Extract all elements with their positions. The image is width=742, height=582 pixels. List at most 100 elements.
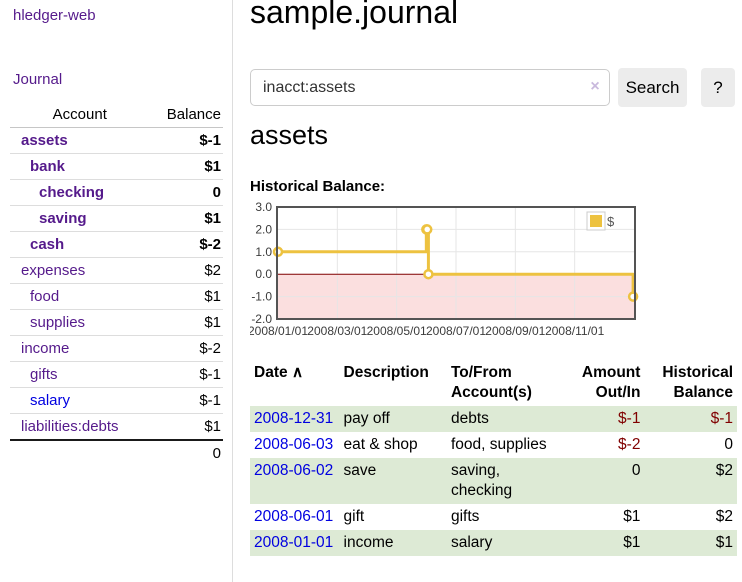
search-form: × Search ?	[250, 68, 735, 108]
register-header-amount: Amount Out/In	[581, 364, 641, 401]
register-row: 2008-06-02 save saving, checking 0 $2	[250, 458, 737, 504]
sidebar-account-link[interactable]: gifts	[30, 366, 58, 383]
register-cell-date: 2008-01-01	[250, 530, 340, 556]
register-cell-date: 2008-06-03	[250, 432, 340, 458]
date-header-label: Date	[254, 364, 288, 381]
account-balance: 0	[149, 179, 223, 206]
account-balance: $1	[149, 153, 223, 180]
y-tick-label: -1.0	[251, 290, 272, 304]
account-balance: $1	[149, 309, 223, 336]
register-cell: $-2	[618, 436, 641, 453]
plot-border	[276, 206, 636, 320]
transaction-date-link[interactable]: 2008-01-01	[254, 534, 334, 551]
x-tick-label: 2008/03/01	[307, 324, 367, 338]
register-cell: salary	[446, 530, 561, 556]
y-tick-label: 1.0	[255, 245, 272, 259]
transaction-date-link[interactable]: 2008-06-03	[254, 436, 334, 453]
account-row: income $-2	[10, 335, 223, 362]
help-button[interactable]: ?	[701, 68, 735, 107]
accounts-header-account: Account	[10, 102, 150, 128]
register-row: 2008-12-31 pay off debts $-1 $-1	[250, 406, 737, 432]
clear-search-icon[interactable]: ×	[590, 78, 600, 95]
page-title: sample.journal	[250, 0, 459, 30]
register-header-description: Description	[343, 364, 429, 381]
sidebar-account-link[interactable]: cash	[30, 236, 65, 253]
x-tick-label: 2008/05/01	[367, 324, 427, 338]
x-tick-label: 2008/01/01	[250, 324, 308, 338]
sort-ascending-icon: ∧	[291, 364, 304, 381]
search-input[interactable]	[250, 69, 610, 106]
transaction-date-link[interactable]: 2008-06-02	[254, 462, 334, 479]
search-button[interactable]: Search	[618, 68, 687, 107]
app-brand-link[interactable]: hledger-web	[13, 7, 96, 24]
y-tick-label: -2.0	[251, 312, 272, 326]
account-row: gifts $-1	[10, 361, 223, 388]
sidebar-account-link[interactable]: supplies	[30, 314, 86, 331]
transaction-date-link[interactable]: 2008-06-01	[254, 508, 334, 525]
account-row: food $1	[10, 283, 223, 310]
account-balance: $-1	[149, 387, 223, 414]
account-balance: $-2	[149, 335, 223, 362]
legend-swatch	[590, 215, 602, 227]
register-cell-date: 2008-06-01	[250, 504, 340, 530]
accounts-table: Account Balance assets $-1 bank $1 checking 0…	[10, 102, 223, 466]
x-tick-label: 2008/09/01	[485, 324, 545, 338]
x-tick-label: 2008/11/01	[545, 324, 604, 338]
data-point[interactable]	[423, 268, 434, 280]
sidebar-account-link[interactable]: assets	[21, 132, 68, 149]
register-cell: $1	[623, 508, 641, 525]
register-header-balance: Historical Balance	[662, 364, 733, 401]
chart-section-label: Historical Balance:	[250, 178, 386, 195]
account-balance: $-1	[199, 132, 221, 149]
account-row: salary $-1	[10, 387, 223, 414]
account-balance: $1	[149, 283, 223, 310]
register-cell: 0	[724, 436, 733, 453]
y-tick-label: 3.0	[255, 202, 272, 214]
transaction-date-link[interactable]: 2008-12-31	[254, 410, 334, 427]
legend-label: $	[607, 214, 615, 229]
account-row: supplies $1	[10, 309, 223, 336]
register-cell-date: 2008-06-02	[250, 458, 340, 504]
account-row: checking 0	[10, 179, 223, 206]
register-cell: $2	[715, 508, 733, 525]
register-cell: $2	[644, 458, 737, 504]
account-balance: $1	[149, 205, 223, 232]
account-balance: $-2	[149, 231, 223, 258]
sidebar-account-link[interactable]: liabilities:debts	[21, 418, 119, 435]
accounts-total-value: 0	[149, 439, 223, 466]
register-cell: 0	[560, 458, 645, 504]
register-cell: $1	[644, 530, 737, 556]
register-cell: $-1	[644, 406, 737, 432]
account-row: assets $-1	[10, 128, 223, 154]
sidebar-account-link[interactable]: bank	[30, 158, 66, 175]
sidebar-account-link[interactable]: expenses	[21, 262, 86, 279]
sidebar-account-link[interactable]: income	[21, 340, 70, 357]
register-cell: food, supplies	[450, 436, 547, 453]
account-row: bank $1	[10, 153, 223, 180]
sidebar-account-link[interactable]: checking	[39, 184, 105, 201]
x-tick-label: 2008/07/01	[426, 324, 486, 338]
account-row: expenses $2	[10, 257, 223, 284]
accounts-header-balance: Balance	[149, 102, 223, 128]
y-tick-label: 2.0	[255, 222, 272, 236]
register-cell: saving, checking	[446, 458, 561, 504]
sidebar-account-link[interactable]: food	[30, 288, 60, 305]
register-cell: pay off	[339, 406, 447, 432]
sidebar-item-journal[interactable]: Journal	[13, 71, 63, 88]
account-row: cash $-2	[10, 231, 223, 258]
account-balance: $-1	[149, 361, 223, 388]
register-header-accounts: To/From Account(s)	[450, 364, 532, 401]
account-heading: assets	[250, 120, 329, 150]
register-header-date[interactable]: Date ∧	[250, 360, 340, 406]
register-cell: gifts	[450, 508, 480, 525]
accounts-total-row: 0	[10, 439, 223, 466]
account-balance: $1	[149, 413, 223, 440]
sidebar: hledger-web Journal Account Balance asse…	[0, 0, 233, 582]
register-table: Date ∧ Description To/From Account(s) Am…	[250, 360, 737, 556]
historical-balance-chart[interactable]: 3.0 2.0 1.0 0.0 -1.0 -2.0 2008/01/01 2008/03/01…	[250, 202, 642, 344]
data-point[interactable]	[421, 224, 433, 235]
account-row: saving $1	[10, 205, 223, 232]
sidebar-account-link[interactable]: saving	[39, 210, 87, 227]
sidebar-account-link[interactable]: salary	[30, 392, 71, 409]
